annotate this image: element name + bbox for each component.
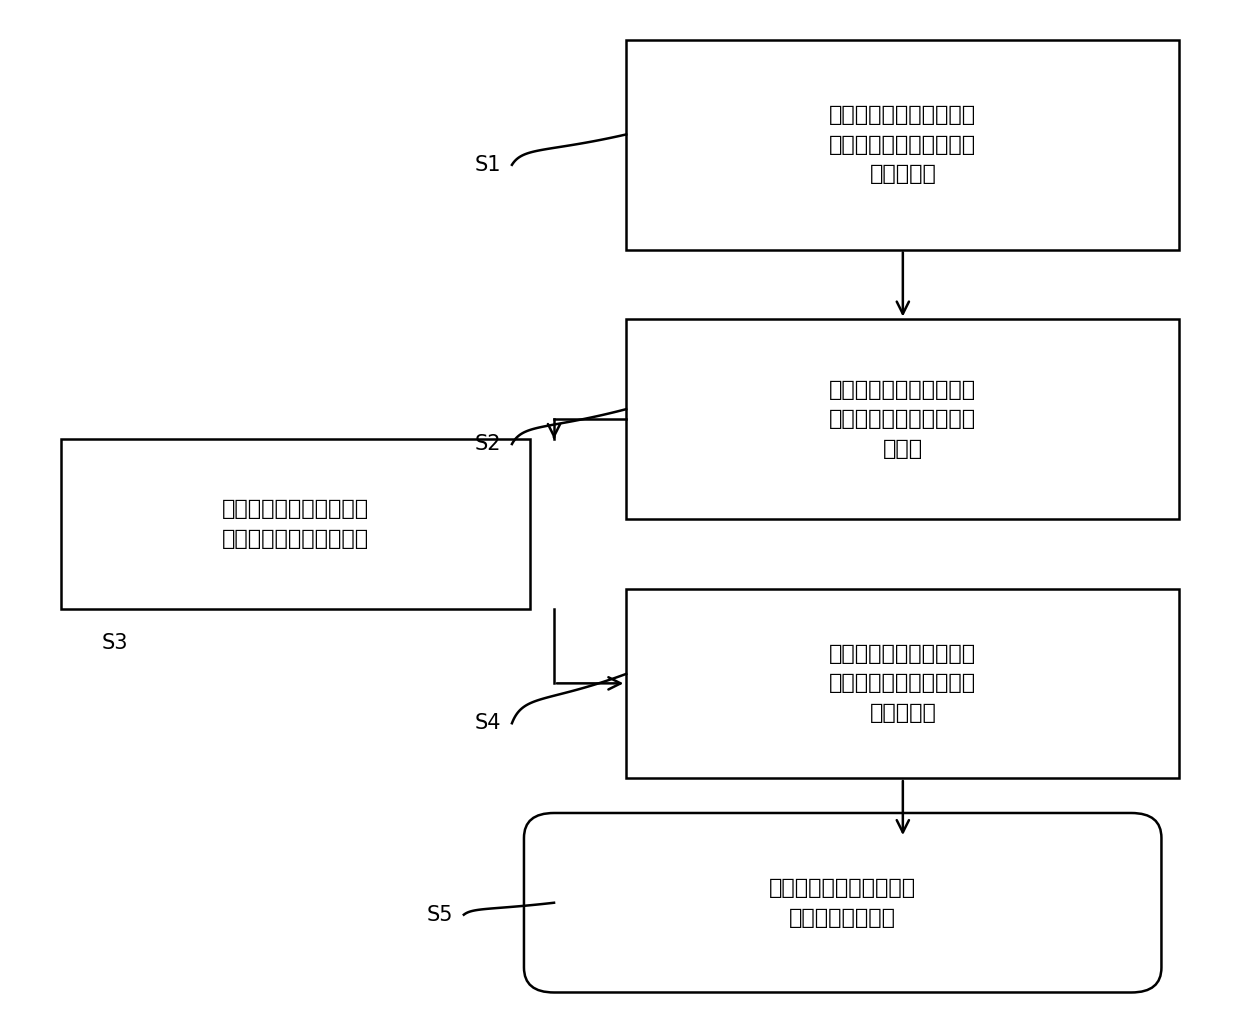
Text: S2: S2: [475, 434, 501, 454]
Text: 利用全站仪和反光镜得到
天线阵直接的长度和夹角: 利用全站仪和反光镜得到 天线阵直接的长度和夹角: [222, 499, 370, 549]
Text: 对卫星信号进行捕获、跟
踪、解调得到载波相位等
观测量信息: 对卫星信号进行捕获、跟 踪、解调得到载波相位等 观测量信息: [830, 105, 976, 184]
Text: 通过计算得到所需测量点
的定向、定位结果: 通过计算得到所需测量点 的定向、定位结果: [769, 878, 916, 927]
Text: S4: S4: [475, 713, 501, 733]
Text: S5: S5: [427, 905, 453, 925]
FancyBboxPatch shape: [626, 40, 1179, 250]
Text: S1: S1: [475, 155, 501, 175]
FancyBboxPatch shape: [626, 320, 1179, 519]
FancyBboxPatch shape: [626, 589, 1179, 778]
FancyBboxPatch shape: [61, 439, 529, 609]
FancyBboxPatch shape: [525, 813, 1162, 992]
Text: 根据测量信息求解整周模
糊度，得到初步的定位定
向数据: 根据测量信息求解整周模 糊度，得到初步的定位定 向数据: [830, 379, 976, 458]
Text: 再次送入信息处理部分行
迭代处理，计算出基线矢
量的方位角: 再次送入信息处理部分行 迭代处理，计算出基线矢 量的方位角: [830, 644, 976, 723]
Text: S3: S3: [102, 633, 128, 654]
